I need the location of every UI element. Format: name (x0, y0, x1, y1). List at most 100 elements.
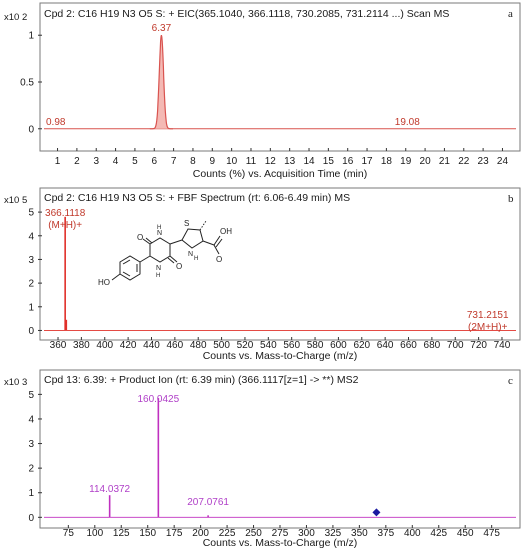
x-tick-label: 360 (50, 340, 67, 351)
x-tick-label: 460 (167, 340, 184, 351)
y-tick-label: 0 (28, 326, 34, 337)
y-tick-label: 2 (28, 464, 34, 475)
panel-a-x-title: Counts (%) vs. Acquisition Time (min) (193, 168, 367, 180)
x-tick-label: 12 (265, 156, 277, 167)
panel-a-y-axis: 00.51 (20, 31, 42, 135)
x-tick-label: 380 (73, 340, 90, 351)
x-tick-label: 9 (210, 156, 216, 167)
panel-b: x10 5 Cpd 2: C16 H19 N3 O5 S: + FBF Spec… (4, 187, 521, 362)
x-tick-label: 450 (457, 528, 474, 539)
x-tick-label: 125 (113, 528, 130, 539)
peak-annotation: 731.2151 (467, 310, 509, 321)
x-tick-label: 175 (166, 528, 183, 539)
y-tick-label: 0 (28, 513, 34, 524)
x-tick-label: 150 (139, 528, 156, 539)
chromatogram-peak-fill (149, 35, 173, 129)
structure-oh-acid: OH (220, 227, 232, 236)
y-tick-label: 2 (28, 279, 34, 290)
panel-b-x-title: Counts vs. Mass-to-Charge (m/z) (203, 350, 358, 362)
x-tick-label: 350 (351, 528, 368, 539)
panel-b-frame (39, 187, 521, 341)
x-tick-label: 15 (323, 156, 335, 167)
structure-n-bottom: N (156, 265, 161, 272)
panel-c-frame (39, 369, 521, 529)
y-tick-label: 0 (28, 124, 34, 135)
x-tick-label: 17 (361, 156, 373, 167)
x-tick-label: 400 (96, 340, 113, 351)
x-tick-label: 13 (284, 156, 296, 167)
x-tick-label: 540 (260, 340, 277, 351)
x-tick-label: 325 (325, 528, 342, 539)
y-tick-label: 4 (28, 414, 34, 425)
y-tick-label: 1 (28, 31, 34, 42)
x-tick-label: 640 (377, 340, 394, 351)
panel-c-exponent: x10 3 (4, 377, 27, 388)
x-tick-label: 18 (381, 156, 393, 167)
structure-h-bottom: H (156, 273, 160, 279)
x-tick-label: 100 (86, 528, 103, 539)
x-tick-label: 480 (190, 340, 207, 351)
x-tick-label: 475 (483, 528, 500, 539)
panel-b-exponent: x10 5 (4, 195, 27, 206)
x-tick-label: 11 (246, 156, 257, 167)
x-tick-label: 740 (494, 340, 511, 351)
x-tick-label: 1 (55, 156, 61, 167)
x-tick-label: 14 (303, 156, 315, 167)
panel-a-exponent: x10 2 (4, 12, 27, 23)
panel-a: x10 2 Cpd 2: C16 H19 N3 O5 S: + EIC(365.… (4, 2, 521, 180)
y-tick-label: 4 (28, 231, 34, 242)
x-tick-label: 300 (298, 528, 315, 539)
x-tick-label: 23 (478, 156, 490, 167)
panel-b-y-axis: 0 1 2 3 4 5 (28, 208, 42, 337)
panel-b-plot: 366.1118(M+H)+ 731.2151(2M+H)+ (44, 208, 516, 333)
peak-annotation: 114.0372 (89, 484, 130, 495)
x-tick-label: 20 (420, 156, 432, 167)
thiazolidine-ring (181, 228, 204, 249)
precursor-marker (372, 508, 381, 517)
panel-c-x-title: Counts vs. Mass-to-Charge (m/z) (203, 537, 358, 549)
chromatogram-peak (149, 35, 173, 130)
structure-o-acid: O (216, 255, 222, 264)
x-tick-label: 22 (458, 156, 470, 167)
x-tick-label: 2 (74, 156, 80, 167)
panel-b-title: Cpd 2: C16 H19 N3 O5 S: + FBF Spectrum (… (44, 192, 350, 204)
y-tick-label: 5 (28, 390, 34, 401)
y-tick-label: 1 (28, 488, 34, 499)
peak-annotation: 19.08 (395, 117, 420, 128)
x-tick-label: 520 (237, 340, 254, 351)
y-tick-label: 0.5 (20, 78, 34, 89)
x-tick-label: 580 (307, 340, 324, 351)
peak-annotation: 160.0425 (137, 394, 179, 405)
x-tick-label: 10 (226, 156, 238, 167)
y-tick-label: 5 (28, 208, 34, 219)
x-tick-label: 200 (192, 528, 209, 539)
x-tick-label: 500 (213, 340, 230, 351)
panel-c-title: Cpd 13: 6.39: + Product Ion (rt: 6.39 mi… (44, 374, 359, 386)
y-tick-label: 3 (28, 439, 34, 450)
panel-c-plot: 160.0425 114.0372 207.0761 (44, 394, 516, 518)
peak-annotation: 207.0761 (187, 497, 229, 508)
structure-h-ring: H (194, 256, 198, 262)
structure-o-bottom: O (176, 262, 182, 271)
panel-a-letter: a (508, 8, 513, 20)
x-tick-label: 560 (283, 340, 300, 351)
x-tick-label: 19 (400, 156, 412, 167)
x-tick-label: 660 (400, 340, 417, 351)
structure-oh: HO (98, 278, 110, 287)
x-tick-label: 420 (120, 340, 137, 351)
x-tick-label: 5 (132, 156, 138, 167)
x-tick-label: 8 (190, 156, 196, 167)
panel-c-x-axis: 75 100 125 150 175 200 225 250 275 300 325 350 375 40… (63, 525, 500, 539)
x-tick-label: 21 (439, 156, 451, 167)
x-tick-label: 700 (447, 340, 464, 351)
panel-c-letter: c (508, 375, 513, 387)
structure-o-top: O (137, 233, 143, 242)
x-tick-label: 75 (63, 528, 75, 539)
x-tick-label: 16 (342, 156, 354, 167)
panel-a-plot: 6.37 0.98 19.08 (44, 23, 516, 130)
x-tick-label: 24 (497, 156, 509, 167)
panel-b-x-axis: 360 380 400 420 440 460 480 500 520 540 560 580 600 6… (50, 337, 511, 351)
structure-h-top: H (157, 225, 161, 231)
peak-annotation: 366.1118 (45, 208, 86, 219)
